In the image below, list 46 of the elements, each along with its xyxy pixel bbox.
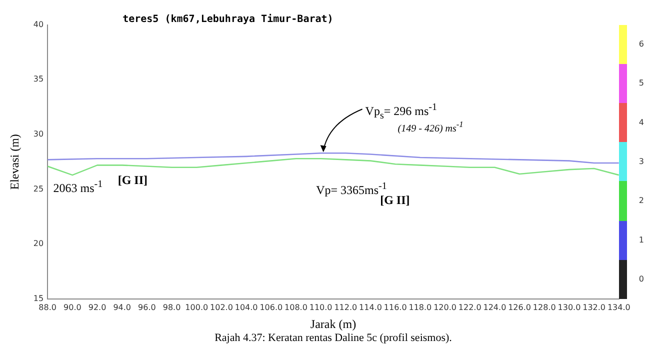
- x-tick-label: 104.0: [234, 302, 258, 312]
- x-tick-label: 126.0: [508, 302, 531, 312]
- chart-title: teres5 (km67,Lebuhraya Timur-Barat): [122, 12, 334, 25]
- x-tick-label: 132.0: [582, 302, 606, 312]
- text: Rajah 4.37: Keratan rentas Daline 5c (profil seismos).: [214, 332, 453, 344]
- annotation: (149 - 426) ms$^{-1}$: [398, 120, 464, 135]
- x-tick-label: 120.0: [434, 302, 456, 312]
- y-tick-label: 30: [33, 130, 44, 139]
- y2-tick-label: 3: [638, 156, 644, 166]
- y-axis-title: Elevasi (m): [7, 134, 22, 190]
- x-tick-label: 94.0: [113, 302, 132, 312]
- y-tick-label: 25: [33, 184, 44, 194]
- x-tick-label: 98.0: [162, 302, 181, 312]
- x-tick-label: 128.0: [532, 302, 556, 312]
- x-tick-label: 118.0: [408, 302, 432, 312]
- annotation: Vp$_{s}$= 296 ms$^{-1}$: [365, 102, 437, 122]
- annotation: 2063 ms$^{-1}$: [53, 178, 103, 195]
- x-tick-label: 108.0: [284, 302, 308, 312]
- y2-tick-label: 1: [638, 235, 644, 244]
- x-tick-label: 92.0: [88, 302, 106, 312]
- x-tick-label: 122.0: [458, 302, 482, 312]
- y2-tick-label: 0: [638, 274, 644, 284]
- x-tick-label: 130.0: [558, 302, 581, 312]
- y2-tick-label: 5: [638, 78, 644, 88]
- x-axis-title: Jarak (m): [310, 316, 356, 331]
- x-tick-label: 90.0: [64, 302, 82, 312]
- y2-tick-label: 6: [638, 39, 644, 48]
- annotation: [G II]: [118, 173, 148, 188]
- y-tick-label: 40: [33, 20, 44, 29]
- x-tick-label: 124.0: [483, 302, 506, 312]
- x-tick-label: 88.0: [38, 302, 56, 312]
- y2-tick-label: 4: [638, 118, 644, 127]
- x-tick-label: 106.0: [260, 302, 283, 312]
- x-tick-label: 114.0: [359, 302, 382, 312]
- x-tick-label: 96.0: [138, 302, 156, 312]
- y-tick-label: 20: [33, 239, 44, 248]
- y2-tick-label: 2: [638, 196, 644, 206]
- x-tick-label: 100.0: [185, 302, 208, 312]
- x-tick-label: 110.0: [309, 302, 332, 312]
- annotation: [G II]: [380, 193, 410, 208]
- x-tick-label: 102.0: [210, 302, 233, 312]
- x-tick-label: 116.0: [384, 302, 407, 312]
- x-tick-label: 112.0: [334, 302, 358, 312]
- y-tick-label: 35: [33, 74, 44, 84]
- y-tick-label: 15: [33, 294, 44, 304]
- x-tick-label: 134.0: [607, 302, 630, 312]
